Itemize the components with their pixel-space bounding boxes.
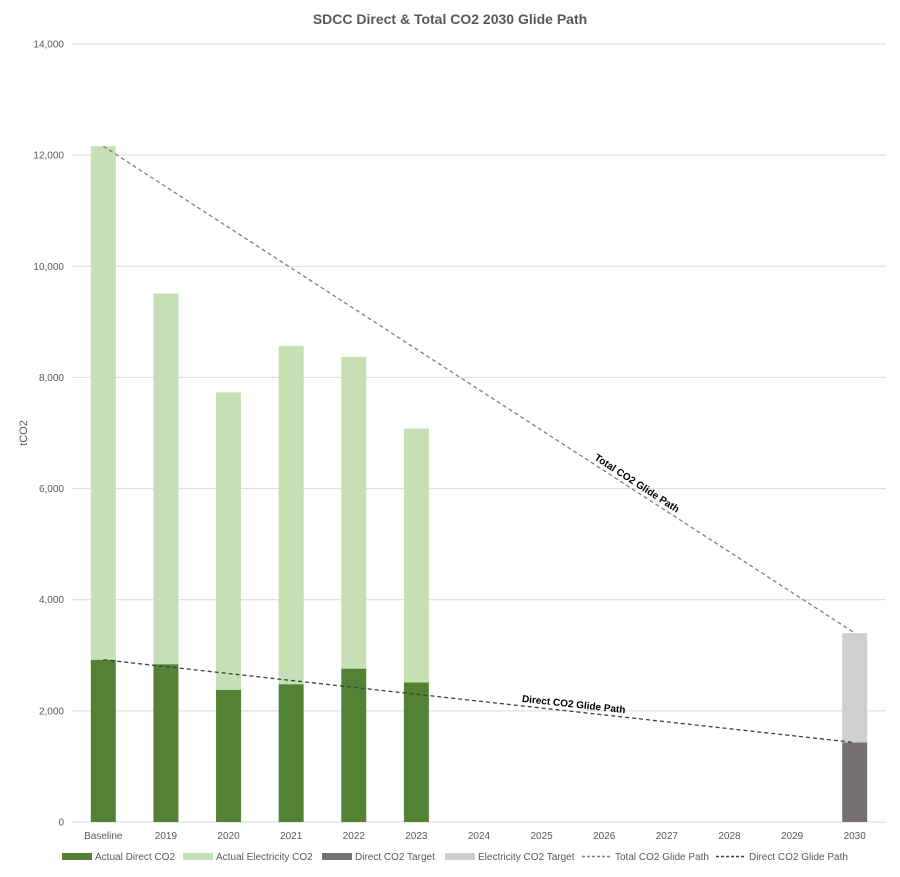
legend-swatch-actual-electricity-co2	[183, 853, 213, 860]
bar-actual-electricity-co2	[90, 146, 116, 660]
x-tick-label: Baseline	[84, 831, 123, 842]
y-tick-label: 12,000	[33, 151, 64, 162]
legend-label-direct-co2-glide-path: Direct CO2 Glide Path	[749, 852, 848, 863]
glide-path-annotation: Total CO2 Glide Path	[592, 453, 681, 516]
legend-label-total-co2-glide-path: Total CO2 Glide Path	[615, 852, 709, 863]
x-tick-label: 2028	[718, 831, 741, 842]
y-tick-label: 4,000	[39, 595, 64, 606]
x-tick-label: 2021	[280, 831, 303, 842]
legend-label-actual-electricity-co2: Actual Electricity CO2	[216, 852, 313, 863]
y-axis-title: tCO2	[18, 420, 30, 446]
x-tick-label: 2019	[155, 831, 178, 842]
legend-label-direct-co2-target: Direct CO2 Target	[355, 852, 435, 863]
legend-label-actual-direct-co2: Actual Direct CO2	[95, 852, 175, 863]
bar-actual-direct-co2	[341, 668, 367, 822]
y-tick-label: 8,000	[39, 373, 64, 384]
x-tick-label: 2026	[593, 831, 616, 842]
x-tick-label: 2027	[656, 831, 679, 842]
y-tick-label: 2,000	[39, 706, 64, 717]
legend-swatch-direct-co2-target	[322, 853, 352, 860]
bar-actual-electricity-co2	[216, 392, 242, 690]
grid-layer	[72, 43, 886, 823]
bar-electricity-co2-target	[842, 633, 868, 743]
x-tick-label: 2029	[781, 831, 804, 842]
x-tick-label: 2022	[343, 831, 366, 842]
bar-actual-electricity-co2	[278, 345, 304, 685]
x-tick-label: 2020	[217, 831, 240, 842]
glide-path-annotation: Direct CO2 Glide Path	[521, 694, 626, 716]
legend-swatch-actual-direct-co2	[62, 853, 92, 860]
bar-actual-electricity-co2	[341, 356, 367, 669]
bar-layer	[90, 146, 868, 822]
x-tick-label: 2024	[468, 831, 491, 842]
bar-actual-direct-co2	[153, 664, 179, 822]
bar-actual-direct-co2	[216, 689, 242, 822]
line-total-co2-glide-path	[102, 145, 856, 634]
chart-title: SDCC Direct & Total CO2 2030 Glide Path	[313, 11, 587, 27]
bar-actual-electricity-co2	[403, 428, 429, 683]
line-layer: Total CO2 Glide Path Direct CO2 Glide Pat…	[102, 145, 856, 744]
legend: Actual Direct CO2 Actual Electricity CO2 D…	[62, 852, 848, 863]
line-direct-co2-glide-path	[103, 659, 855, 744]
x-tick-label: 2030	[844, 831, 867, 842]
bar-actual-direct-co2	[403, 682, 429, 822]
y-tick-label: 0	[58, 818, 64, 829]
bar-actual-direct-co2	[90, 659, 116, 822]
legend-label-electricity-co2-target: Electricity CO2 Target	[478, 852, 575, 863]
x-tick-label: 2023	[405, 831, 428, 842]
bar-actual-direct-co2	[278, 684, 304, 822]
bar-direct-co2-target	[842, 742, 868, 822]
label-layer: 0 2,000 4,000 6,000 8,000 10,000 12,000 14,000 B…	[33, 40, 866, 843]
y-tick-label: 10,000	[33, 262, 64, 273]
y-tick-label: 14,000	[33, 40, 64, 51]
x-tick-label: 2025	[530, 831, 553, 842]
y-tick-label: 6,000	[39, 484, 64, 495]
legend-swatch-electricity-co2-target	[445, 853, 475, 860]
bar-actual-electricity-co2	[153, 293, 179, 665]
